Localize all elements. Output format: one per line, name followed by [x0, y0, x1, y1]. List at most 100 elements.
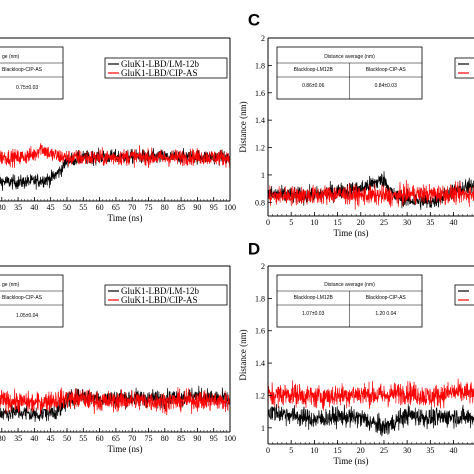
x-tick-label: 80	[161, 434, 169, 443]
x-tick-label: 30	[0, 434, 6, 443]
x-tick-label: 40	[30, 434, 38, 443]
x-tick-label: 45	[47, 203, 55, 212]
x-tick-label: 95	[210, 203, 218, 212]
x-tick-label: 40	[30, 203, 38, 212]
x-tick-label: 50	[63, 203, 71, 212]
table-col2-label: Blackloop-CIP-AS	[366, 67, 407, 73]
table-val1: 1.07±0.03	[302, 311, 324, 317]
y-tick-label: 1.2	[255, 391, 265, 400]
y-tick-label: 1.8	[255, 61, 265, 70]
panel-bottom-left: 30 35 40 45 50 55 60 65 70 75 80 85 90 95 100 Time (ns)…	[0, 265, 236, 454]
x-tick-label: 35	[426, 218, 434, 227]
table-header: ge (nm)	[2, 54, 20, 60]
x-tick-label: 15	[334, 218, 342, 227]
series-line-red	[0, 387, 231, 416]
table-row-label: Blackloop-CIP-AS	[2, 67, 43, 73]
table-val1: 0.86±0.06	[302, 83, 324, 89]
x-tick-label: 35	[14, 203, 22, 212]
x-tick-label: 20	[357, 218, 365, 227]
x-tick-label: 55	[79, 203, 87, 212]
x-tick-label: 0	[266, 218, 270, 227]
x-axis-label: Time (ns)	[108, 444, 143, 454]
x-tick-label: 85	[177, 203, 185, 212]
x-tick-label: 100	[224, 203, 236, 212]
table-row-label: Blackloop-CIP-AS	[2, 295, 43, 301]
x-tick-label: 50	[63, 434, 71, 443]
y-tick-label: 1.4	[255, 116, 265, 125]
table-value: 1.05±0.04	[16, 313, 38, 319]
series-line-red	[267, 179, 474, 210]
table-col1-label: Blackloop-LM12B	[294, 295, 334, 301]
x-tick-label: 90	[193, 434, 201, 443]
y-tick-label: 0.8	[255, 198, 265, 207]
legend-box	[104, 284, 228, 306]
stats-table	[0, 274, 64, 328]
panel-label: C	[248, 10, 260, 29]
x-tick-label: 5	[289, 446, 293, 455]
x-tick-label: 20	[357, 446, 365, 455]
y-tick-label: 1	[261, 424, 265, 433]
x-tick-label: 90	[193, 203, 201, 212]
table-header: Distance average (nm)	[324, 282, 375, 288]
x-tick-label: 45	[47, 434, 55, 443]
x-tick-label: 25	[380, 446, 388, 455]
table-val2: 0.84±0.03	[375, 83, 397, 89]
y-tick-label: 2	[261, 262, 265, 271]
x-tick-label: 35	[14, 434, 22, 443]
x-tick-label: 60	[96, 434, 104, 443]
table-header: Distance average (nm)	[324, 54, 375, 60]
y-axis-label: Distance (nm)	[238, 329, 248, 380]
x-tick-label: 40	[450, 218, 458, 227]
table-header: ge (nm)	[2, 282, 20, 288]
panel-label: D	[248, 239, 260, 258]
table-col1-label: Blackloop-LM12B	[294, 67, 334, 73]
x-tick-label: 60	[96, 203, 104, 212]
y-tick-label: 1.6	[255, 89, 265, 98]
y-axis-label: Distance (nm)	[238, 101, 248, 152]
x-tick-label: 70	[128, 434, 136, 443]
x-tick-label: 75	[144, 434, 152, 443]
x-tick-label: 75	[144, 203, 152, 212]
x-axis-label: Time (ns)	[334, 456, 369, 466]
table-value: 0.75±0.03	[16, 85, 38, 91]
x-tick-label: 65	[112, 203, 120, 212]
x-tick-label: 30	[403, 446, 411, 455]
x-tick-label: 65	[112, 434, 120, 443]
x-tick-label: 85	[177, 434, 185, 443]
x-tick-label: 35	[426, 446, 434, 455]
x-tick-label: 15	[334, 446, 342, 455]
series-line-black	[267, 403, 474, 437]
legend-label: GluK1-LBD/LM-12b	[121, 286, 199, 296]
legend-box	[454, 57, 474, 79]
x-tick-label: 95	[210, 434, 218, 443]
stats-table	[0, 46, 64, 100]
panel-top-left: 30 35 40 45 50 55 60 65 70 75 80 85 90 95 100 Time (ns)…	[0, 37, 236, 223]
legend-label: GluK1-LBD/CIP-AS	[121, 68, 198, 78]
legend-label: GluK1-LBD/CIP-AS	[121, 295, 198, 305]
x-tick-label: 80	[161, 203, 169, 212]
table-val2: 1.20 0.04	[375, 311, 396, 317]
x-tick-label: 10	[310, 446, 318, 455]
y-tick-label: 1.4	[255, 359, 265, 368]
x-tick-label: 30	[0, 203, 6, 212]
y-tick-label: 2	[261, 34, 265, 43]
legend-label: GluK1-LBD/LM-12b	[121, 59, 199, 69]
y-tick-label: 1.6	[255, 327, 265, 336]
x-tick-label: 25	[380, 218, 388, 227]
y-tick-label: 1	[261, 171, 265, 180]
x-axis-label: Time (ns)	[334, 228, 369, 238]
table-col2-label: Blackloop-CIP-AS	[366, 295, 407, 301]
series-line-red	[267, 378, 474, 411]
panel-c: C 0 5 10 15 20 25 30 35 40 0.8 1 1.2 1.4 1.6 1.8 2 Time (…	[238, 10, 474, 238]
y-tick-label: 1.8	[255, 294, 265, 303]
y-tick-label: 1.2	[255, 144, 265, 153]
x-tick-label: 40	[450, 446, 458, 455]
legend-box	[104, 57, 228, 79]
x-tick-label: 5	[289, 218, 293, 227]
x-axis-label: Time (ns)	[108, 213, 143, 223]
legend-box	[454, 284, 474, 306]
x-tick-label: 70	[128, 203, 136, 212]
x-tick-label: 10	[310, 218, 318, 227]
x-tick-label: 0	[266, 446, 270, 455]
